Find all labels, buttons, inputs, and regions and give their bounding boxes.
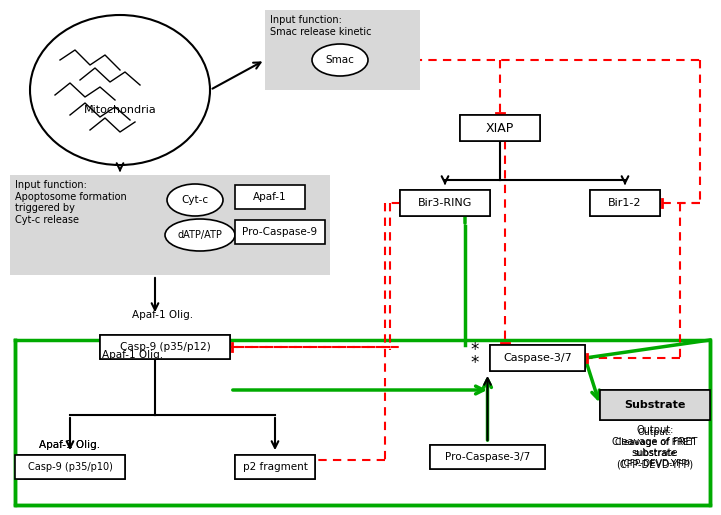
Text: Bir1-2: Bir1-2 xyxy=(609,198,642,208)
Text: Bir3-RING: Bir3-RING xyxy=(417,198,472,208)
Text: Smac: Smac xyxy=(326,55,355,65)
FancyBboxPatch shape xyxy=(490,345,585,371)
Ellipse shape xyxy=(167,184,223,216)
Text: Input function:
Apoptosome formation
triggered by
Cyt-c release: Input function: Apoptosome formation tri… xyxy=(15,180,127,225)
FancyBboxPatch shape xyxy=(100,335,230,359)
Text: Input function:
Smac release kinetic: Input function: Smac release kinetic xyxy=(270,15,371,37)
Text: Pro-Caspase-3/7: Pro-Caspase-3/7 xyxy=(445,452,530,462)
Text: dATP/ATP: dATP/ATP xyxy=(177,230,223,240)
Text: Apaf-1 Olig.: Apaf-1 Olig. xyxy=(102,350,163,360)
Text: Pro-Caspase-3/7: Pro-Caspase-3/7 xyxy=(445,452,530,462)
FancyBboxPatch shape xyxy=(600,390,710,420)
FancyBboxPatch shape xyxy=(235,220,325,244)
Bar xyxy=(10,175,330,275)
FancyBboxPatch shape xyxy=(430,445,545,469)
Text: Output:
Cleavage of FRET
substrate
(CFP-DEVD-YFP): Output: Cleavage of FRET substrate (CFP-… xyxy=(612,425,698,470)
Text: XIAP: XIAP xyxy=(486,122,514,134)
FancyBboxPatch shape xyxy=(590,190,660,216)
Text: Mitochondria: Mitochondria xyxy=(84,105,156,115)
Text: dATP/ATP: dATP/ATP xyxy=(177,230,223,240)
Text: Input function:
Apoptosome formation
triggered by
Cyt-c release: Input function: Apoptosome formation tri… xyxy=(15,180,127,225)
Text: p2 fragment: p2 fragment xyxy=(242,462,307,472)
Ellipse shape xyxy=(312,44,368,76)
Ellipse shape xyxy=(165,219,235,251)
Text: Casp-9 (p35/p10): Casp-9 (p35/p10) xyxy=(27,462,112,472)
FancyBboxPatch shape xyxy=(400,190,490,216)
Text: p2 fragment: p2 fragment xyxy=(242,462,307,472)
Text: Caspase-3/7: Caspase-3/7 xyxy=(503,353,572,363)
FancyBboxPatch shape xyxy=(235,455,315,479)
Bar xyxy=(265,10,420,90)
Text: Output:
Cleavage of FRET
substrate
(CFP-DEVD-YFP): Output: Cleavage of FRET substrate (CFP-… xyxy=(616,428,694,468)
FancyBboxPatch shape xyxy=(430,445,545,469)
Text: Apaf-1 Olig.: Apaf-1 Olig. xyxy=(133,310,193,320)
FancyBboxPatch shape xyxy=(15,455,125,479)
Text: XIAP: XIAP xyxy=(486,122,514,134)
FancyBboxPatch shape xyxy=(100,335,230,359)
FancyBboxPatch shape xyxy=(590,190,660,216)
FancyBboxPatch shape xyxy=(460,115,540,141)
Text: Casp-9 (p35/p10): Casp-9 (p35/p10) xyxy=(27,462,112,472)
FancyBboxPatch shape xyxy=(460,115,540,141)
Text: Input function:
Smac release kinetic: Input function: Smac release kinetic xyxy=(270,15,371,37)
Text: Smac: Smac xyxy=(326,55,355,65)
Text: Bir1-2: Bir1-2 xyxy=(609,198,642,208)
FancyBboxPatch shape xyxy=(600,390,710,420)
FancyBboxPatch shape xyxy=(235,185,305,209)
Text: Pro-Caspase-9: Pro-Caspase-9 xyxy=(242,227,317,237)
FancyBboxPatch shape xyxy=(235,455,315,479)
FancyBboxPatch shape xyxy=(490,345,585,371)
Text: *: * xyxy=(471,341,479,359)
Text: Caspase-3/7: Caspase-3/7 xyxy=(503,353,572,363)
FancyBboxPatch shape xyxy=(235,185,305,209)
Text: Casp-9 (p35/p12): Casp-9 (p35/p12) xyxy=(120,342,211,352)
Text: Apaf-1 Olig.: Apaf-1 Olig. xyxy=(40,440,100,450)
Bar xyxy=(265,10,420,90)
Text: Bir3-RING: Bir3-RING xyxy=(417,198,472,208)
Bar xyxy=(10,175,330,275)
FancyBboxPatch shape xyxy=(400,190,490,216)
Ellipse shape xyxy=(30,15,210,165)
FancyBboxPatch shape xyxy=(15,455,125,479)
Ellipse shape xyxy=(167,184,223,216)
FancyBboxPatch shape xyxy=(235,220,325,244)
Text: Cyt-c: Cyt-c xyxy=(182,195,208,205)
Text: Substrate: Substrate xyxy=(624,400,686,410)
Text: Apaf-1: Apaf-1 xyxy=(253,192,287,202)
Text: Casp-9 (p35/p12): Casp-9 (p35/p12) xyxy=(120,342,211,352)
Text: Substrate: Substrate xyxy=(624,400,686,410)
Text: Cyt-c: Cyt-c xyxy=(182,195,208,205)
Text: *: * xyxy=(471,354,479,372)
Ellipse shape xyxy=(312,44,368,76)
Text: Pro-Caspase-9: Pro-Caspase-9 xyxy=(242,227,317,237)
Text: Apaf-1 Olig.: Apaf-1 Olig. xyxy=(40,440,100,450)
Text: Apaf-1: Apaf-1 xyxy=(253,192,287,202)
Ellipse shape xyxy=(165,219,235,251)
